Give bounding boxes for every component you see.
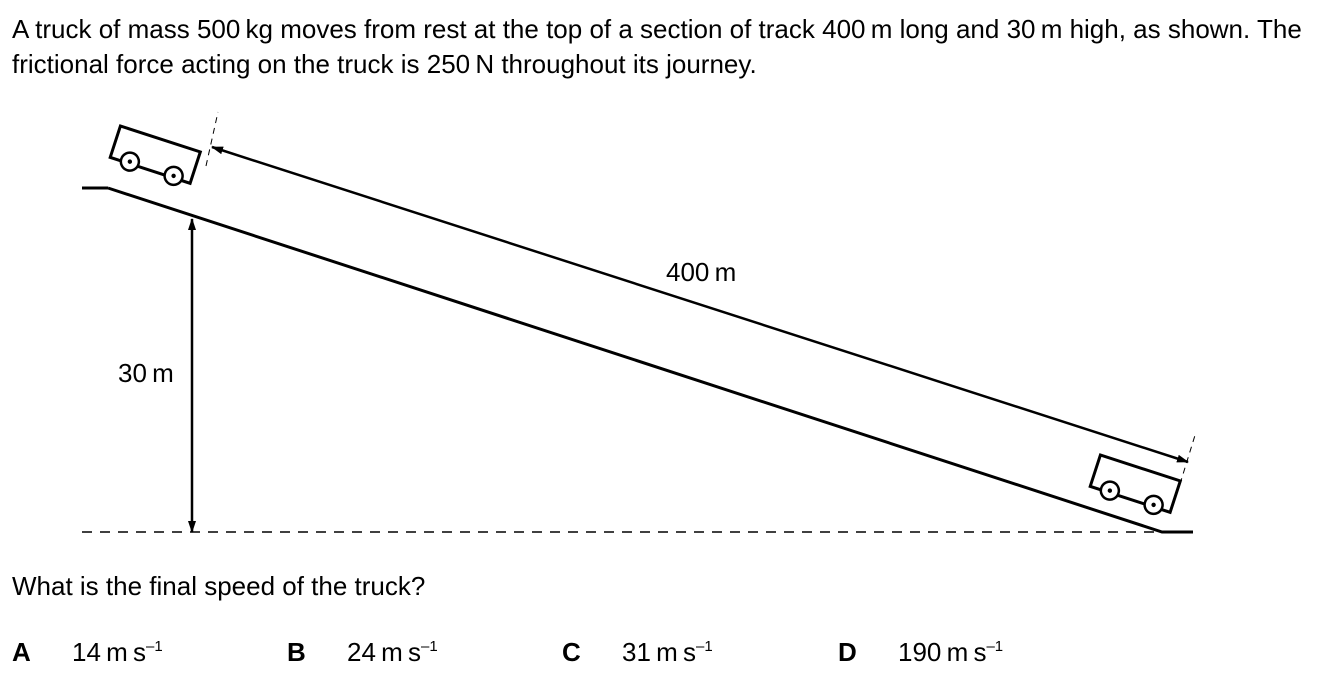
truck-top xyxy=(108,124,203,187)
length-label: 400 m xyxy=(666,257,736,287)
option-value: 31 m s–1 xyxy=(622,637,713,667)
option-letter: B xyxy=(287,637,306,667)
option-letter: A xyxy=(12,637,31,667)
option-value: 24 m s–1 xyxy=(347,637,438,667)
length-tick-bottom xyxy=(1179,431,1197,485)
option-a[interactable]: A 14 m s–1 xyxy=(12,637,163,668)
height-label: 30 m xyxy=(118,358,174,388)
option-letter: C xyxy=(562,637,581,667)
option-value: 14 m s–1 xyxy=(72,637,163,667)
length-tick-top xyxy=(205,111,219,167)
answer-options: A 14 m s–1 B 24 m s–1 C 31 m s–1 D 190 m s–1 xyxy=(12,637,1332,673)
option-c[interactable]: C 31 m s–1 xyxy=(562,637,713,668)
option-b[interactable]: B 24 m s–1 xyxy=(287,637,438,668)
option-letter: D xyxy=(838,637,857,667)
track-incline xyxy=(107,186,1193,534)
question-intro: A truck of mass 500 kg moves from rest a… xyxy=(12,14,1302,79)
question-text: What is the final speed of the truck? xyxy=(12,571,426,601)
option-d[interactable]: D 190 m s–1 xyxy=(838,637,1003,668)
option-value: 190 m s–1 xyxy=(898,637,1004,667)
truck-bottom xyxy=(1088,453,1183,516)
length-arrow xyxy=(211,145,1189,464)
